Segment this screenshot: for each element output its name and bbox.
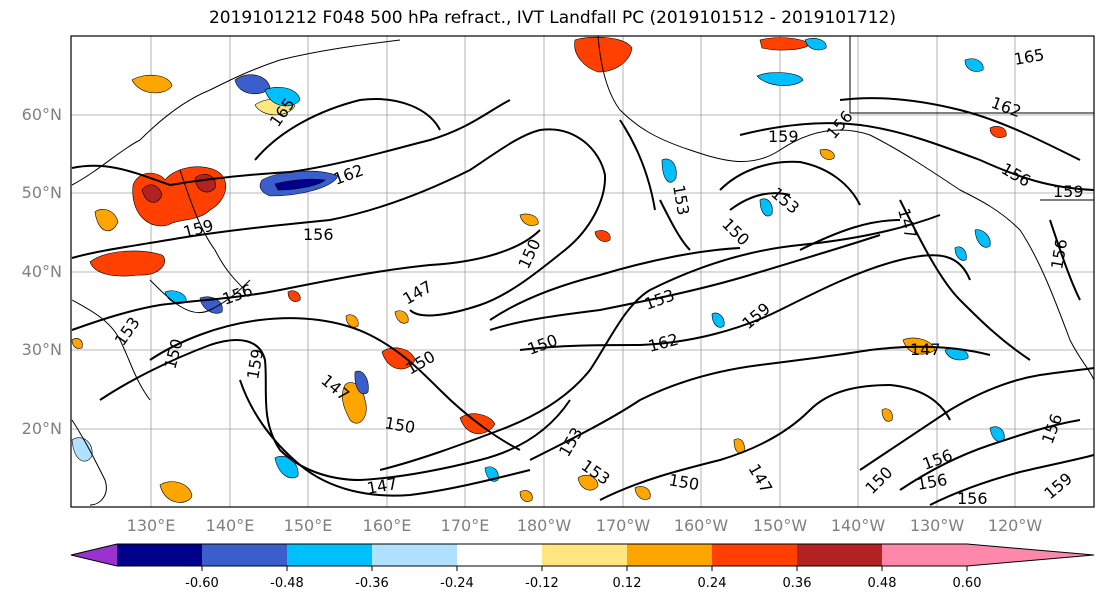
lon-label: 170°E	[441, 516, 490, 535]
colorbar-tick-label: 0.48	[868, 576, 897, 591]
lon-label: 140°E	[206, 516, 255, 535]
lat-label: 60°N	[22, 105, 62, 124]
colorbar-tick-label: 0.24	[698, 576, 727, 591]
lon-label: 150°W	[753, 516, 808, 535]
lon-label: 150°E	[284, 516, 333, 535]
colorbar-segment	[372, 544, 457, 566]
contour-labels: 165 162 159 156 153 150 147 165 162 159 …	[111, 45, 1084, 508]
contour-label: 147	[910, 340, 941, 359]
colorbar-segment	[457, 544, 542, 566]
plot-frame	[70, 35, 1095, 508]
longitude-labels: 130°E 140°E 150°E 160°E 170°E 180°W 170°…	[127, 516, 1043, 535]
lat-label: 20°N	[22, 419, 62, 438]
colorbar-extend-high	[967, 544, 1094, 566]
lat-label: 50°N	[22, 183, 62, 202]
lon-label: 160°W	[674, 516, 729, 535]
colorbar-tick-label: 0.60	[953, 576, 982, 591]
colorbar-segment	[882, 544, 967, 566]
colorbar-segment	[712, 544, 797, 566]
lat-label: 40°N	[22, 262, 62, 281]
contour-label: 159	[1053, 182, 1084, 201]
lon-label: 130°W	[910, 516, 965, 535]
contour-label: 156	[957, 489, 988, 508]
colorbar-tick-label: 0.36	[783, 576, 812, 591]
plot-area: 165 162 159 156 153 150 147 165 162 159 …	[70, 35, 1095, 508]
latitude-labels: 60°N 50°N 40°N 30°N 20°N	[22, 105, 62, 438]
colorbar-tick-label: 0.12	[613, 576, 642, 591]
colorbar: -0.60 -0.48 -0.36 -0.24 -0.12 0.12 0.24 …	[70, 543, 1095, 591]
colorbar-segment	[542, 544, 627, 566]
colorbar-ticks	[201, 566, 968, 571]
lon-label: 130°E	[127, 516, 176, 535]
colorbar-extend-low	[71, 544, 117, 566]
coastlines	[71, 35, 1095, 506]
contour-label: 156	[303, 225, 334, 244]
colorbar-tick-label: -0.60	[185, 576, 219, 591]
colorbar-outline	[70, 543, 1095, 567]
colorbar-segment	[797, 544, 882, 566]
lon-label: 170°W	[596, 516, 651, 535]
colorbar-segment	[287, 544, 372, 566]
lon-label: 160°E	[363, 516, 412, 535]
map-title: 2019101212 F048 500 hPa refract., IVT La…	[208, 8, 896, 28]
height-contours	[71, 97, 1095, 506]
lon-label: 180°W	[517, 516, 572, 535]
colorbar-tick-label: -0.48	[270, 576, 304, 591]
colorbar-tick-label: -0.24	[440, 576, 474, 591]
colorbar-tick-label: -0.12	[525, 576, 559, 591]
lon-label: 120°W	[988, 516, 1043, 535]
colorbar-tick-label: -0.36	[355, 576, 389, 591]
colorbar-segment	[117, 544, 202, 566]
lat-label: 30°N	[22, 340, 62, 359]
colorbar-segment	[202, 544, 287, 566]
filled-patches	[71, 36, 1007, 503]
colorbar-segment	[627, 544, 712, 566]
contour-label: 159	[768, 127, 799, 146]
lon-label: 140°W	[831, 516, 886, 535]
